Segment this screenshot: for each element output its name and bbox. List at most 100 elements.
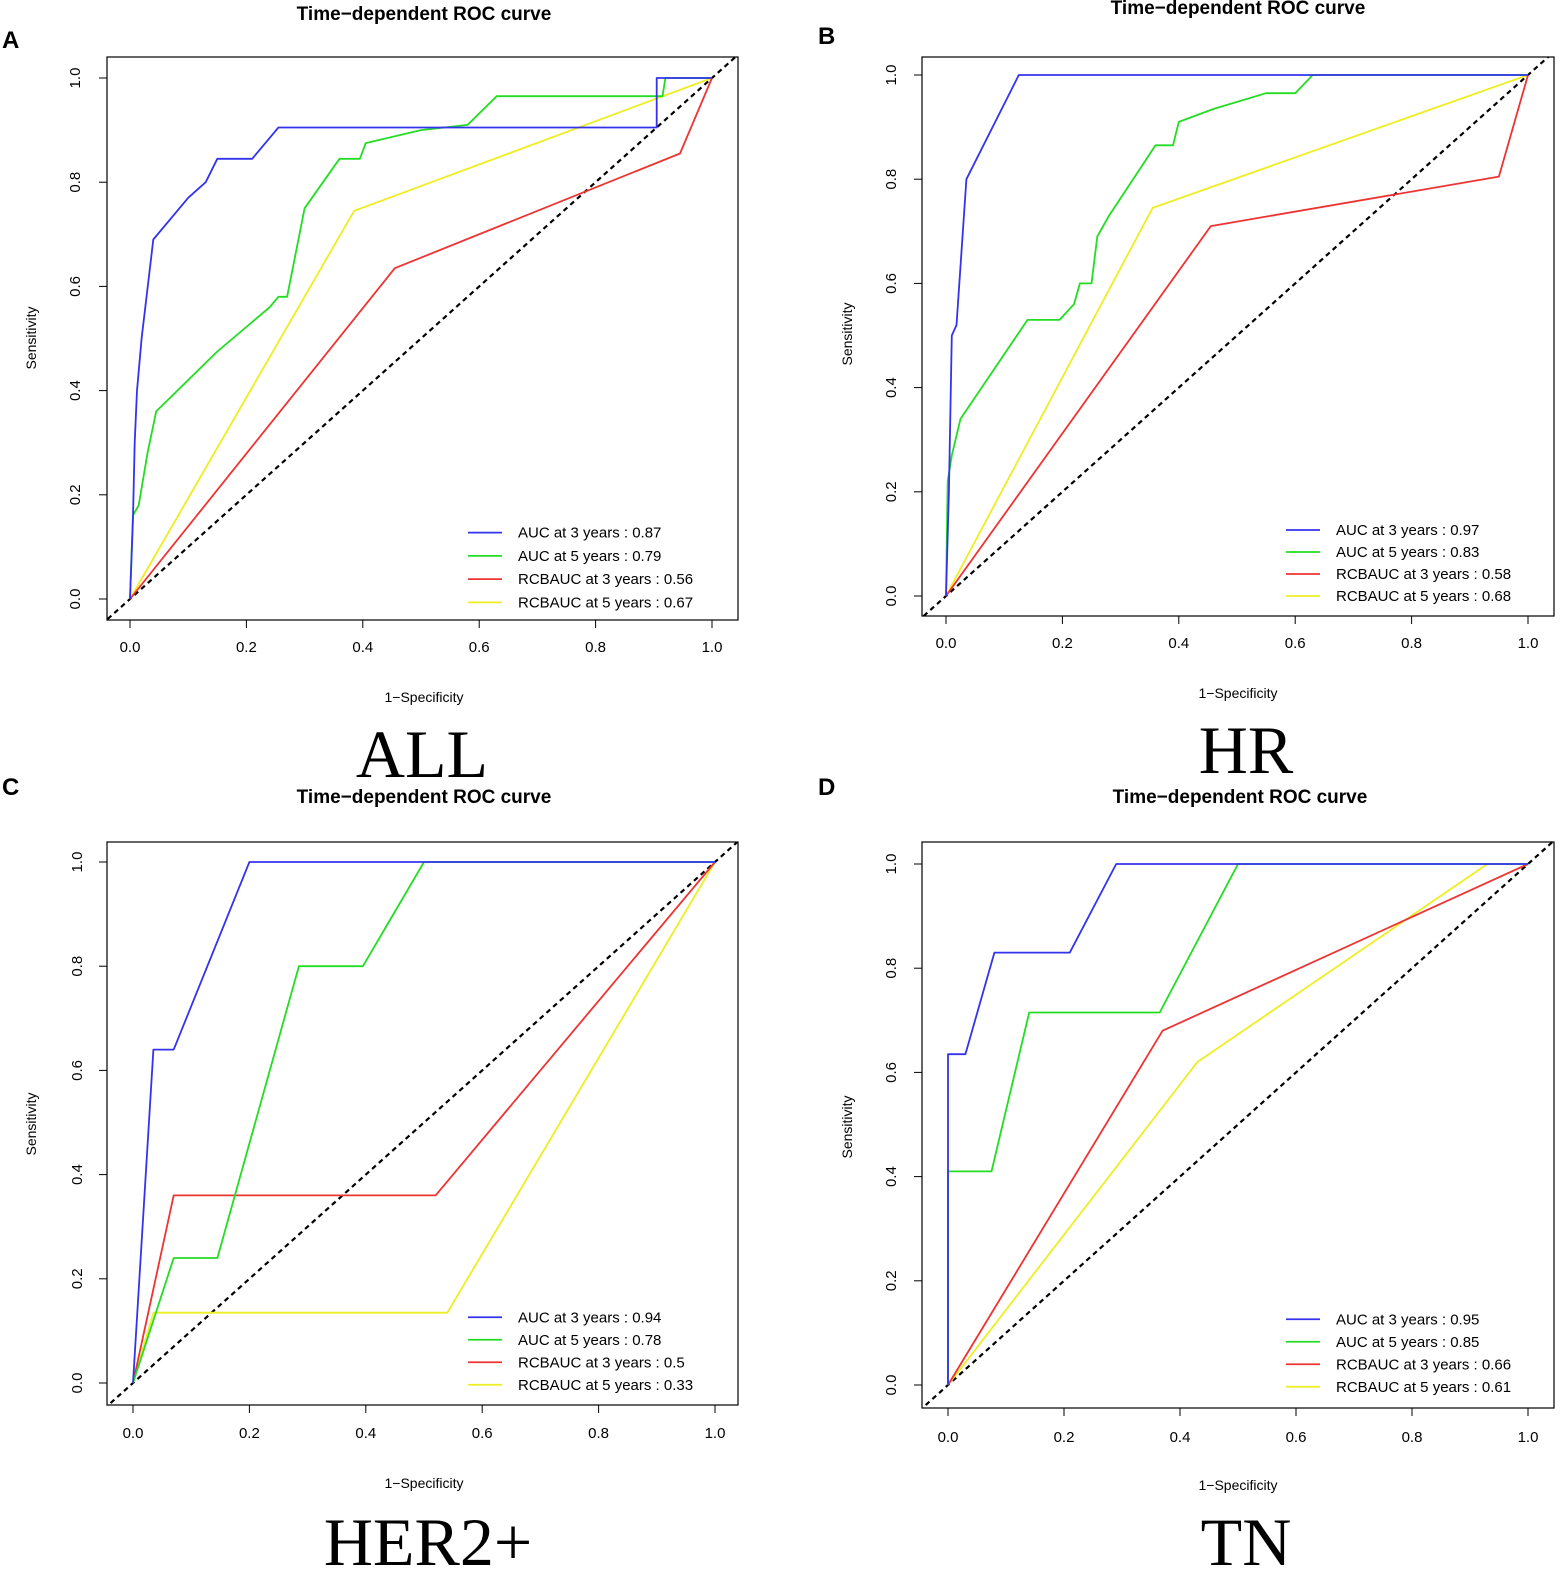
x-tick-label: 0.0 xyxy=(123,1425,144,1442)
legend-label: RCBAUC at 3 years : 0.66 xyxy=(1336,1356,1511,1373)
series-group xyxy=(129,77,713,600)
x-tick-label: 0.8 xyxy=(585,639,606,656)
x-tick-label: 0.6 xyxy=(1285,635,1306,652)
x-tick-label: 0.2 xyxy=(239,1425,260,1442)
series-line-rcb3 xyxy=(945,74,1529,597)
legend-label: RCBAUC at 5 years : 0.61 xyxy=(1336,1379,1511,1396)
x-tick-label: 0.6 xyxy=(469,639,490,656)
series-line-rcb3 xyxy=(129,77,713,600)
x-tick-label: 0.2 xyxy=(236,639,257,656)
series-group xyxy=(947,863,1529,1386)
y-tick-label: 0.4 xyxy=(883,377,900,398)
series-line-auc5 xyxy=(945,74,1528,597)
y-tick-label: 0.6 xyxy=(67,276,84,297)
subgroup-label: TN xyxy=(1201,1504,1292,1572)
legend: AUC at 3 years : 0.94 AUC at 5 years : 0.… xyxy=(462,1306,728,1396)
x-axis: 0.0 0.2 0.4 0.6 0.8 1.0 xyxy=(123,1404,726,1442)
legend-label: RCBAUC at 3 years : 0.56 xyxy=(518,571,693,588)
legend: AUC at 3 years : 0.95 AUC at 5 years : 0.… xyxy=(1280,1308,1550,1398)
legend-label: AUC at 5 years : 0.83 xyxy=(1336,544,1479,561)
series-line-rcb5 xyxy=(132,861,716,1384)
y-tick-label: 0.4 xyxy=(67,380,84,401)
y-tick-label: 0.6 xyxy=(69,1060,86,1081)
y-axis: 0.0 0.2 0.4 0.6 0.8 1.0 xyxy=(883,65,923,607)
legend-label: AUC at 5 years : 0.78 xyxy=(518,1332,661,1349)
legend-label: AUC at 3 years : 0.95 xyxy=(1336,1311,1479,1328)
chart-title: Time−dependent ROC curve xyxy=(1113,787,1368,808)
y-tick-label: 0.0 xyxy=(883,586,900,607)
y-axis-label: Sensitivity xyxy=(839,302,855,365)
y-axis-label: Sensitivity xyxy=(23,1092,39,1155)
legend-box xyxy=(1280,1308,1550,1398)
x-axis-label: 1−Specificity xyxy=(1199,685,1278,701)
y-tick-label: 1.0 xyxy=(69,852,86,873)
y-tick-label: 0.0 xyxy=(69,1373,86,1394)
x-tick-label: 0.8 xyxy=(588,1425,609,1442)
series-line-rcb3 xyxy=(132,861,716,1384)
x-tick-label: 0.2 xyxy=(1054,1429,1075,1446)
legend-label: AUC at 5 years : 0.79 xyxy=(518,548,661,565)
y-axis: 0.0 0.2 0.4 0.6 0.8 1.0 xyxy=(883,854,923,1396)
y-tick-label: 1.0 xyxy=(67,68,84,89)
x-tick-label: 0.0 xyxy=(936,635,957,652)
panel-letter: A xyxy=(2,27,19,54)
legend-label: RCBAUC at 5 years : 0.68 xyxy=(1336,588,1511,605)
x-axis-label: 1−Specificity xyxy=(385,1475,464,1491)
y-tick-label: 0.2 xyxy=(883,1270,900,1291)
y-tick-label: 0.4 xyxy=(883,1166,900,1187)
legend-label: RCBAUC at 3 years : 0.5 xyxy=(518,1354,685,1371)
y-tick-label: 0.6 xyxy=(883,273,900,294)
series-line-auc3 xyxy=(945,74,1528,597)
legend-label: RCBAUC at 5 years : 0.67 xyxy=(518,594,693,611)
y-tick-label: 0.8 xyxy=(883,958,900,979)
legend: AUC at 3 years : 0.97 AUC at 5 years : 0.… xyxy=(1280,519,1550,607)
legend-label: AUC at 5 years : 0.85 xyxy=(1336,1334,1479,1351)
y-tick-label: 0.8 xyxy=(883,169,900,190)
series-line-rcb5 xyxy=(945,74,1529,597)
chart-title: Time−dependent ROC curve xyxy=(297,4,552,25)
y-tick-label: 0.6 xyxy=(883,1062,900,1083)
x-tick-label: 0.0 xyxy=(938,1429,959,1446)
x-tick-label: 0.6 xyxy=(472,1425,493,1442)
y-tick-label: 0.2 xyxy=(69,1268,86,1289)
legend-box xyxy=(462,521,728,614)
x-axis: 0.0 0.2 0.4 0.6 0.8 1.0 xyxy=(938,1407,1539,1446)
x-tick-label: 1.0 xyxy=(705,1425,726,1442)
x-tick-label: 1.0 xyxy=(1518,635,1539,652)
subgroup-label: HR xyxy=(1199,712,1294,788)
series-line-rcb5 xyxy=(129,77,713,600)
legend-box xyxy=(1280,519,1550,607)
panel-c: C Time−dependent ROC curve 0.0 0.2 0.4 0.6 0.8… xyxy=(2,774,739,1572)
y-tick-label: 0.8 xyxy=(69,956,86,977)
x-tick-label: 0.0 xyxy=(120,639,141,656)
series-group xyxy=(945,74,1529,597)
x-tick-label: 1.0 xyxy=(1518,1429,1539,1446)
chart-title: Time−dependent ROC curve xyxy=(1111,0,1366,19)
series-line-auc3 xyxy=(947,863,1528,1385)
y-tick-label: 1.0 xyxy=(883,854,900,875)
series-line-auc3 xyxy=(129,77,712,600)
legend-label: AUC at 3 years : 0.97 xyxy=(1336,522,1479,539)
x-axis-label: 1−Specificity xyxy=(1199,1477,1278,1493)
legend-label: AUC at 3 years : 0.87 xyxy=(518,525,661,542)
y-tick-label: 1.0 xyxy=(883,65,900,86)
subgroup-label: HER2+ xyxy=(324,1504,532,1572)
panel-a: A Time−dependent ROC curve 0.0 0.2 0.4 0.6 0.8… xyxy=(2,4,739,792)
panel-d: D Time−dependent ROC curve 0.0 0.2 0.4 0.6 0.8… xyxy=(818,774,1555,1572)
legend-label: AUC at 3 years : 0.94 xyxy=(518,1309,661,1326)
y-axis-label: Sensitivity xyxy=(23,306,39,369)
subgroup-label: ALL xyxy=(356,716,488,792)
y-tick-label: 0.8 xyxy=(67,172,84,193)
panel-letter: C xyxy=(2,774,19,801)
x-axis-label: 1−Specificity xyxy=(385,689,464,705)
panel-letter: B xyxy=(818,23,835,50)
reference-diagonal xyxy=(922,842,1554,1408)
legend-label: RCBAUC at 5 years : 0.33 xyxy=(518,1377,693,1394)
series-line-auc3 xyxy=(132,861,715,1384)
x-tick-label: 0.4 xyxy=(355,1425,376,1442)
chart-title: Time−dependent ROC curve xyxy=(297,787,552,808)
panel-b: B Time−dependent ROC curve 0.0 0.2 0.4 0.6 0.8… xyxy=(818,0,1555,788)
y-tick-label: 0.0 xyxy=(883,1375,900,1396)
legend: AUC at 3 years : 0.87 AUC at 5 years : 0.… xyxy=(462,521,728,614)
